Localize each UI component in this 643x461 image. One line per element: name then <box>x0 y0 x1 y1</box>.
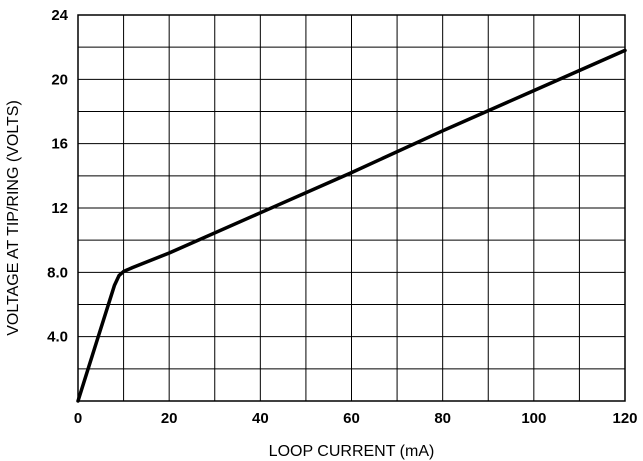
x-tick-label: 100 <box>521 410 546 427</box>
x-tick-label: 120 <box>612 410 637 427</box>
y-axis-label: VOLTAGE AT TIP/RING (VOLTS) <box>5 100 22 336</box>
x-tick-label: 40 <box>252 410 269 427</box>
y-tick-labels: 4.0 8.0 12 16 20 24 <box>47 7 69 346</box>
x-tick-label: 80 <box>434 410 451 427</box>
x-axis-label: LOOP CURRENT (mA) <box>269 443 435 460</box>
y-tick-label: 4.0 <box>47 329 68 346</box>
x-tick-labels: 0 20 40 60 80 100 120 <box>74 410 638 427</box>
x-tick-label: 60 <box>343 410 360 427</box>
x-tick-label: 0 <box>74 410 82 427</box>
plot-frame <box>77 14 626 402</box>
y-tick-label: 16 <box>51 136 68 153</box>
y-tick-label: 12 <box>51 200 68 217</box>
series-line-0 <box>76 48 627 403</box>
y-tick-label: 8.0 <box>47 264 68 281</box>
y-tick-label: 20 <box>51 71 68 88</box>
y-tick-label: 24 <box>51 7 68 24</box>
x-tick-label: 20 <box>161 410 178 427</box>
grid <box>77 14 626 402</box>
series-group <box>76 48 627 403</box>
